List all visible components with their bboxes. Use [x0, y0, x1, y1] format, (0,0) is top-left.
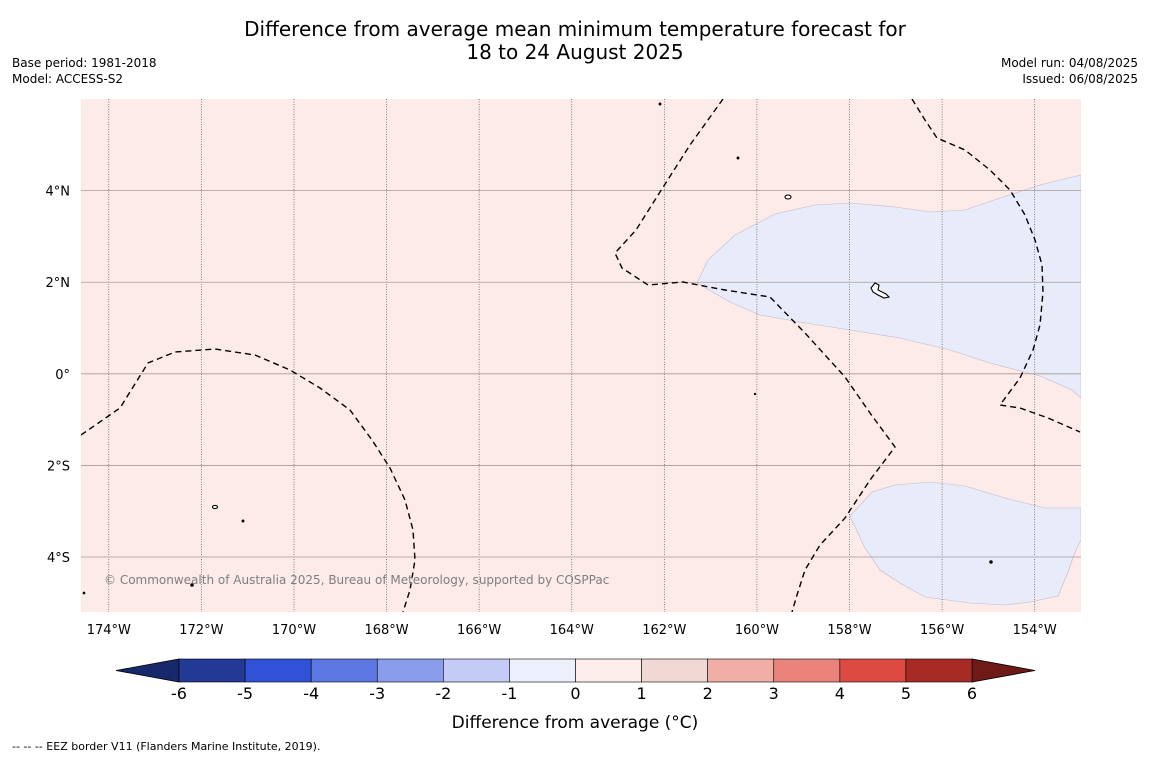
colorbar-tick-label: -4 [303, 684, 319, 703]
island-dot-1 [658, 102, 662, 106]
title-line-2: 18 to 24 August 2025 [466, 40, 684, 64]
colorbar-tick-labels: -6 -5 -4 -3 -2 -1 0 1 2 3 4 5 6 [171, 684, 977, 703]
colorbar-segment [773, 658, 841, 683]
colorbar-tick-label: -6 [171, 684, 187, 703]
lon-tick-label: 170°W [272, 623, 316, 638]
lon-tick-label: 162°W [642, 623, 686, 638]
title-line-1: Difference from average mean minimum tem… [244, 17, 906, 41]
model-name: Model: ACCESS-S2 [12, 72, 124, 86]
lat-tick-label: 4°N [46, 185, 71, 200]
island-teraina [784, 194, 792, 200]
colorbar-tick-label: 0 [570, 684, 580, 703]
eez-border-line-islands [614, 99, 896, 612]
island-dot-6 [989, 560, 993, 564]
island-dot-7 [82, 591, 86, 595]
colorbar-tick-label: 6 [967, 684, 977, 703]
island-dot-3 [241, 519, 245, 523]
colorbar-segment [376, 658, 444, 683]
lat-tick-label: 0° [55, 368, 70, 383]
colorbar-tick-label: 2 [703, 684, 713, 703]
colorbar-segment [178, 658, 246, 683]
island-kiritimati [870, 282, 891, 299]
latitude-gridlines [81, 190, 1081, 558]
colorbar-segment [839, 658, 907, 683]
colorbar-segment [244, 658, 312, 683]
lon-tick-label: 158°W [827, 623, 871, 638]
islands [82, 102, 993, 595]
colorbar-tick-label: 3 [769, 684, 779, 703]
eez-borders [81, 99, 1081, 612]
meta-left: Base period: 1981-2018 Model: ACCESS-S2 [12, 55, 157, 87]
colorbar-over-arrow [971, 658, 1036, 683]
lat-tick-label: 4°S [47, 551, 70, 566]
colorbar-tick-label: -1 [501, 684, 517, 703]
cool-anomaly-region-south [849, 481, 1081, 606]
colorbar-segment [905, 658, 973, 683]
map-credit: © Commonwealth of Australia 2025, Bureau… [104, 573, 609, 587]
lat-tick-label: 2°S [47, 459, 70, 474]
colorbar-tick-label: -3 [369, 684, 385, 703]
map-title: Difference from average mean minimum tem… [0, 18, 1150, 64]
lon-tick-label: 156°W [920, 623, 964, 638]
lat-tick-label: 2°N [46, 276, 71, 291]
eez-legend-note: -- -- -- EEZ border V11 (Flanders Marine… [12, 740, 321, 753]
issued-date: Issued: 06/08/2025 [1022, 72, 1138, 86]
colorbar-tick-label: 4 [835, 684, 845, 703]
lon-tick-label: 168°W [364, 623, 408, 638]
lon-tick-label: 166°W [457, 623, 501, 638]
colorbar-under-arrow [115, 658, 180, 683]
longitude-tick-labels: 174°W 172°W 170°W 168°W 166°W 164°W 162°W 160°W… [87, 623, 1057, 638]
colorbar-segment [641, 658, 708, 683]
lon-tick-label: 172°W [179, 623, 223, 638]
model-run: Model run: 04/08/2025 [1000, 56, 1138, 70]
colorbar-tick-label: 5 [901, 684, 911, 703]
cool-anomaly-region-north [696, 174, 1081, 399]
base-period: Base period: 1981-2018 [12, 56, 157, 70]
eez-border-west [81, 348, 416, 612]
lon-tick-label: 174°W [87, 623, 131, 638]
lon-tick-label: 164°W [550, 623, 594, 638]
island-dot-5 [753, 392, 757, 396]
colorbar-segment [575, 658, 642, 683]
colorbar [115, 658, 1036, 683]
colorbar-segment [310, 658, 378, 683]
lon-tick-label: 160°W [735, 623, 779, 638]
colorbar-segment [443, 658, 510, 683]
colorbar-segment [509, 658, 576, 683]
island-jarvis [211, 504, 219, 510]
lon-tick-label: 154°W [1013, 623, 1057, 638]
latitude-tick-labels: 4°N 2°N 0° 2°S 4°S [46, 185, 71, 566]
colorbar-tick-label: -5 [237, 684, 253, 703]
colorbar-label: Difference from average (°C) [452, 713, 699, 733]
island-dot-4 [190, 583, 194, 587]
colorbar-tick-label: -2 [435, 684, 451, 703]
colorbar-tick-label: 1 [636, 684, 646, 703]
meta-right: Model run: 04/08/2025 Issued: 06/08/2025 [1001, 55, 1138, 87]
colorbar-segment [707, 658, 775, 683]
island-dot-2 [736, 156, 740, 160]
